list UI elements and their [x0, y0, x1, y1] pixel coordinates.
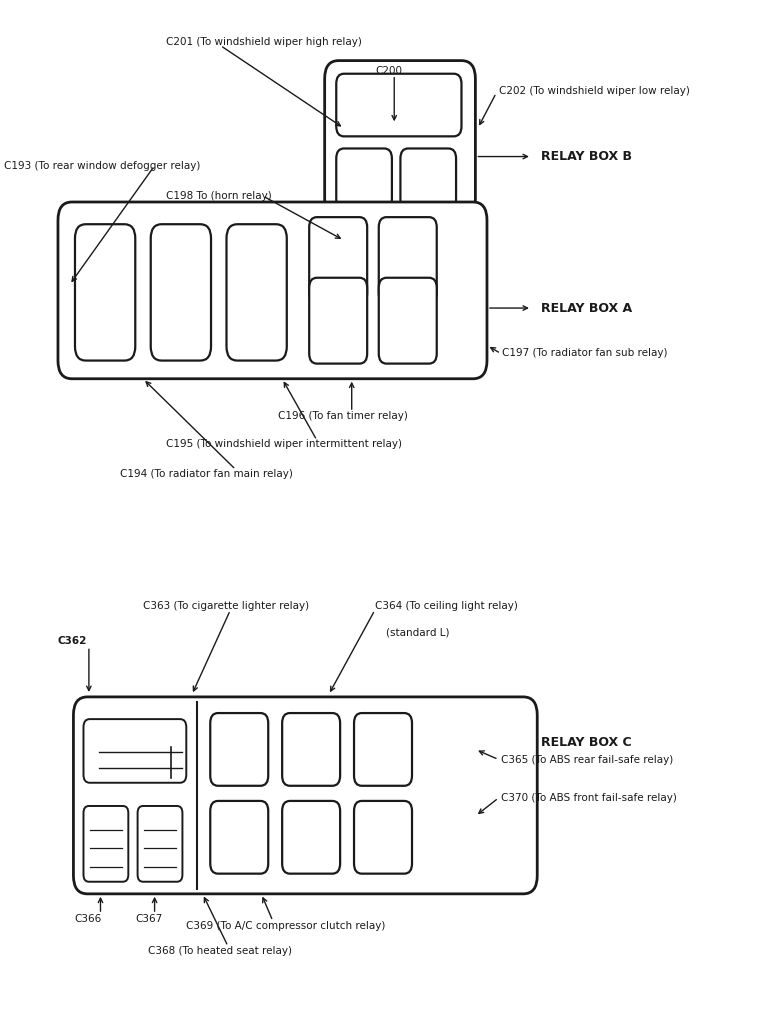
Text: C194 (To radiator fan main relay): C194 (To radiator fan main relay)	[120, 469, 293, 479]
Text: RELAY BOX B: RELAY BOX B	[541, 150, 632, 163]
FancyBboxPatch shape	[354, 801, 412, 874]
Text: RELAY BOX A: RELAY BOX A	[541, 302, 632, 314]
FancyBboxPatch shape	[309, 278, 367, 364]
Text: C363 (To cigarette lighter relay): C363 (To cigarette lighter relay)	[143, 601, 309, 611]
Text: C367: C367	[135, 914, 162, 924]
Text: C196 (To fan timer relay): C196 (To fan timer relay)	[278, 411, 408, 421]
FancyBboxPatch shape	[83, 806, 128, 882]
FancyBboxPatch shape	[282, 713, 340, 786]
FancyBboxPatch shape	[336, 148, 392, 209]
FancyBboxPatch shape	[354, 713, 412, 786]
FancyBboxPatch shape	[379, 278, 437, 364]
Text: C368 (To heated seat relay): C368 (To heated seat relay)	[148, 946, 292, 956]
Text: C202 (To windshield wiper low relay): C202 (To windshield wiper low relay)	[499, 86, 690, 96]
FancyBboxPatch shape	[282, 801, 340, 874]
FancyBboxPatch shape	[58, 202, 487, 379]
Text: C193 (To rear window defogger relay): C193 (To rear window defogger relay)	[4, 161, 200, 171]
FancyBboxPatch shape	[75, 224, 135, 361]
FancyBboxPatch shape	[210, 713, 268, 786]
Text: C370 (To ABS front fail-safe relay): C370 (To ABS front fail-safe relay)	[501, 793, 677, 803]
Text: C365 (To ABS rear fail-safe relay): C365 (To ABS rear fail-safe relay)	[501, 754, 673, 765]
FancyBboxPatch shape	[138, 806, 182, 882]
Text: C369 (To A/C compressor clutch relay): C369 (To A/C compressor clutch relay)	[186, 921, 385, 931]
Text: C366: C366	[74, 914, 101, 924]
Text: C198 To (horn relay): C198 To (horn relay)	[166, 191, 272, 201]
Text: (standard L): (standard L)	[386, 627, 450, 637]
FancyBboxPatch shape	[379, 217, 437, 303]
FancyBboxPatch shape	[151, 224, 211, 361]
Text: C200: C200	[375, 66, 402, 76]
Text: C364 (To ceiling light relay): C364 (To ceiling light relay)	[375, 601, 518, 611]
FancyBboxPatch shape	[73, 697, 537, 894]
Text: RELAY BOX C: RELAY BOX C	[541, 736, 632, 748]
Text: C195 (To windshield wiper intermittent relay): C195 (To windshield wiper intermittent r…	[166, 439, 402, 449]
FancyBboxPatch shape	[226, 224, 287, 361]
Text: C362: C362	[58, 636, 87, 646]
Text: C197 (To radiator fan sub relay): C197 (To radiator fan sub relay)	[502, 348, 668, 359]
Text: C201 (To windshield wiper high relay): C201 (To windshield wiper high relay)	[166, 37, 362, 47]
FancyBboxPatch shape	[336, 74, 461, 136]
FancyBboxPatch shape	[83, 719, 186, 783]
FancyBboxPatch shape	[210, 801, 268, 874]
FancyBboxPatch shape	[309, 217, 367, 303]
FancyBboxPatch shape	[400, 148, 456, 209]
FancyBboxPatch shape	[325, 61, 475, 217]
